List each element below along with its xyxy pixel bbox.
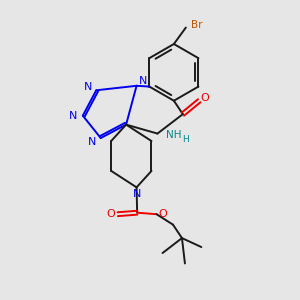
Text: O: O bbox=[107, 209, 116, 219]
Text: N: N bbox=[84, 82, 92, 92]
Text: N: N bbox=[69, 111, 77, 121]
Text: O: O bbox=[201, 93, 210, 103]
Text: H: H bbox=[182, 135, 189, 144]
Text: N: N bbox=[88, 136, 97, 147]
Text: Br: Br bbox=[190, 20, 202, 30]
Text: NH: NH bbox=[166, 130, 182, 140]
Text: N: N bbox=[139, 76, 147, 86]
Text: N: N bbox=[133, 189, 141, 199]
Text: O: O bbox=[159, 209, 167, 219]
